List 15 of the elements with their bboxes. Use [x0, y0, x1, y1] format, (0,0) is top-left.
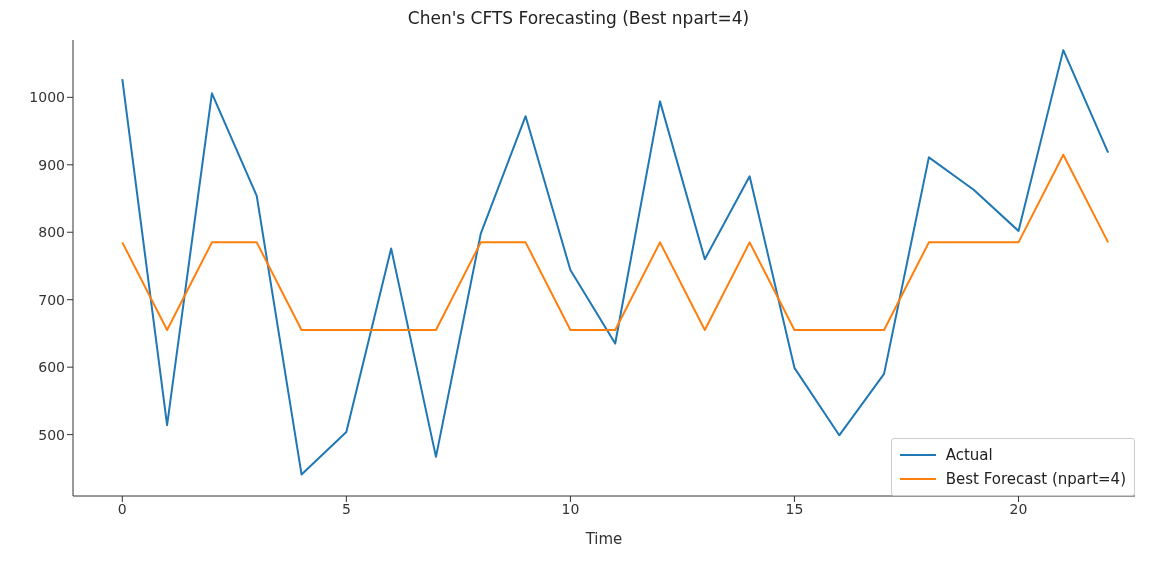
y-tick-label: 1000 [29, 89, 65, 106]
y-tick-label: 500 [38, 426, 65, 443]
y-tick-label: 900 [38, 156, 65, 173]
x-tick-label: 20 [1009, 500, 1028, 517]
y-tick-label: 700 [38, 291, 65, 308]
x-tick-label: 15 [785, 500, 804, 517]
x-axis-title: Time [584, 530, 623, 548]
x-tick-label: 10 [561, 500, 580, 517]
x-tick-label: 5 [341, 500, 351, 517]
legend-label: Best Forecast (npart=4) [945, 469, 1126, 490]
x-tick-label: 0 [117, 500, 127, 517]
y-tick-label: 600 [38, 359, 65, 376]
legend-label: Actual [945, 445, 993, 466]
y-tick-label: 800 [38, 224, 65, 241]
chart-title: Chen's CFTS Forecasting (Best npart=4) [406, 8, 751, 30]
